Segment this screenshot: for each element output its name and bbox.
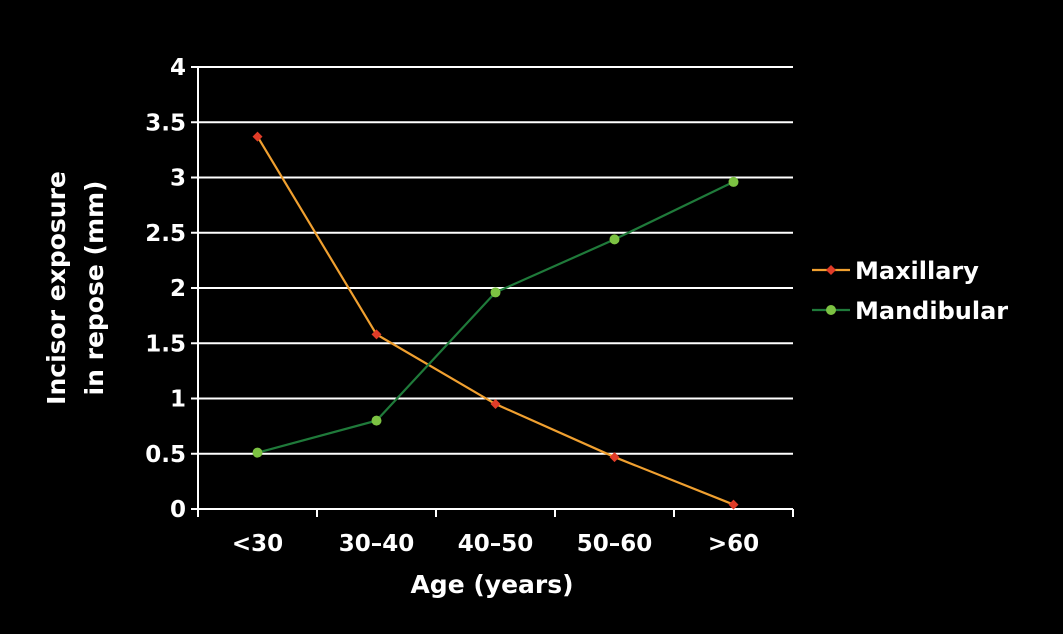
- legend-marker-mandibular: [826, 305, 836, 315]
- data-point-maxillary-3: [609, 452, 620, 463]
- axes: [191, 66, 794, 517]
- series-line-mandibular: [257, 180, 734, 454]
- y-tick-label-3.5: 3.5: [145, 110, 186, 136]
- series-mandibular: [252, 176, 739, 458]
- legend: Maxillary Mandibular: [812, 257, 1008, 325]
- x-tick-labels: <30 30–40 40–50 50–60 >60: [232, 531, 759, 557]
- x-tick-label-4: >60: [708, 531, 759, 557]
- y-tick-label-0.5: 0.5: [145, 442, 186, 468]
- y-tick-label-0: 0: [170, 497, 186, 523]
- data-point-maxillary-1: [371, 329, 382, 340]
- series-maxillary: [252, 131, 739, 510]
- y-axis-title: Incisor exposure in repose (mm): [42, 171, 109, 405]
- y-tick-label-2: 2: [170, 276, 186, 302]
- legend-label-maxillary: Maxillary: [855, 257, 979, 285]
- y-tick-label-4: 4: [170, 55, 186, 81]
- y-tick-label-1: 1: [170, 387, 186, 413]
- x-tick-label-3: 50–60: [577, 531, 653, 557]
- data-point-mandibular-4: [728, 176, 739, 187]
- series-line-maxillary: [256, 136, 734, 506]
- data-point-maxillary-2: [490, 399, 501, 410]
- data-point-mandibular-3: [609, 234, 620, 245]
- x-tick-label-0: <30: [232, 531, 283, 557]
- data-point-mandibular-0: [252, 447, 263, 458]
- y-axis-title-line-1: Incisor exposure: [42, 171, 71, 405]
- data-point-mandibular-1: [371, 415, 382, 426]
- y-tick-label-2.5: 2.5: [145, 221, 186, 247]
- x-axis-title: Age (years): [410, 570, 573, 599]
- x-tick-label-1: 30–40: [339, 531, 415, 557]
- gridlines: [198, 66, 793, 455]
- series-group: [252, 131, 739, 510]
- data-point-maxillary-4: [728, 499, 739, 510]
- data-point-mandibular-2: [490, 287, 501, 298]
- y-tick-labels: 0 0.5 1 1.5 2 2.5 3 3.5 4: [145, 55, 186, 523]
- legend-marker-maxillary: [826, 265, 836, 275]
- legend-label-mandibular: Mandibular: [855, 297, 1008, 325]
- y-tick-label-1.5: 1.5: [145, 331, 186, 357]
- y-tick-label-3: 3: [170, 166, 186, 192]
- x-tick-label-2: 40–50: [458, 531, 534, 557]
- y-axis-title-line-2: in repose (mm): [80, 181, 109, 396]
- data-point-maxillary-0: [252, 131, 263, 142]
